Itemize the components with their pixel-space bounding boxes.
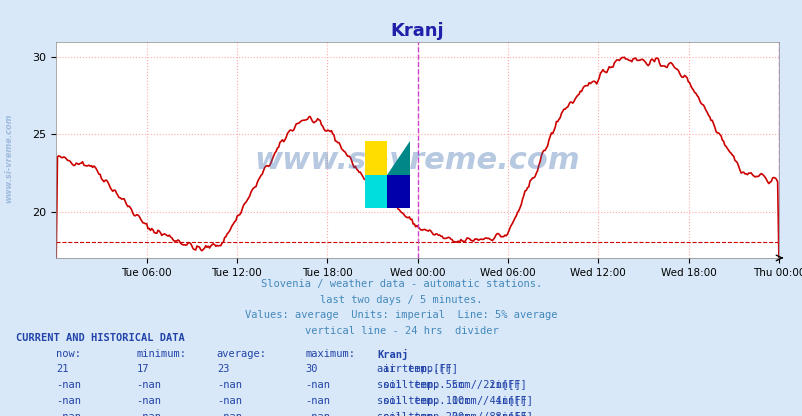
Text: www.si-vreme.com: www.si-vreme.com xyxy=(4,113,13,203)
Text: -nan: -nan xyxy=(217,412,241,416)
Text: -nan: -nan xyxy=(136,380,161,390)
Text: -nan: -nan xyxy=(136,396,161,406)
Text: air temp.[F]: air temp.[F] xyxy=(383,364,457,374)
Text: 23: 23 xyxy=(217,364,229,374)
Text: -nan: -nan xyxy=(136,412,161,416)
Text: soil temp. 10cm / 4in[F]: soil temp. 10cm / 4in[F] xyxy=(377,396,527,406)
Text: -nan: -nan xyxy=(56,396,81,406)
Text: -nan: -nan xyxy=(305,412,330,416)
Text: now:: now: xyxy=(56,349,81,359)
Text: -nan: -nan xyxy=(56,380,81,390)
Text: minimum:: minimum: xyxy=(136,349,186,359)
Text: 30: 30 xyxy=(305,364,318,374)
Text: soil temp. 20cm / 8in[F]: soil temp. 20cm / 8in[F] xyxy=(377,412,527,416)
Text: 21: 21 xyxy=(56,364,69,374)
Text: soil temp. 10cm / 4in[F]: soil temp. 10cm / 4in[F] xyxy=(383,396,533,406)
Text: -nan: -nan xyxy=(305,380,330,390)
Text: soil temp. 20cm / 8in[F]: soil temp. 20cm / 8in[F] xyxy=(383,412,533,416)
Text: -nan: -nan xyxy=(217,396,241,406)
Text: 17: 17 xyxy=(136,364,149,374)
Text: -nan: -nan xyxy=(305,396,330,406)
Bar xyxy=(365,141,387,175)
Polygon shape xyxy=(387,141,409,175)
Text: Kranj: Kranj xyxy=(377,349,408,360)
Text: CURRENT AND HISTORICAL DATA: CURRENT AND HISTORICAL DATA xyxy=(16,333,184,343)
Text: www.si-vreme.com: www.si-vreme.com xyxy=(254,146,580,175)
Text: Values: average  Units: imperial  Line: 5% average: Values: average Units: imperial Line: 5%… xyxy=(245,310,557,320)
Text: Slovenia / weather data - automatic stations.: Slovenia / weather data - automatic stat… xyxy=(261,279,541,289)
Text: -nan: -nan xyxy=(56,412,81,416)
Text: air temp.[F]: air temp.[F] xyxy=(377,364,452,374)
Text: -nan: -nan xyxy=(217,380,241,390)
Text: soil temp. 5cm / 2in[F]: soil temp. 5cm / 2in[F] xyxy=(377,380,520,390)
Title: Kranj: Kranj xyxy=(391,22,444,40)
Text: maximum:: maximum: xyxy=(305,349,354,359)
Text: soil temp. 5cm / 2in[F]: soil temp. 5cm / 2in[F] xyxy=(383,380,526,390)
Text: last two days / 5 minutes.: last two days / 5 minutes. xyxy=(320,295,482,305)
Text: vertical line - 24 hrs  divider: vertical line - 24 hrs divider xyxy=(304,326,498,336)
Bar xyxy=(387,175,409,208)
Bar xyxy=(365,175,387,208)
Text: average:: average: xyxy=(217,349,266,359)
